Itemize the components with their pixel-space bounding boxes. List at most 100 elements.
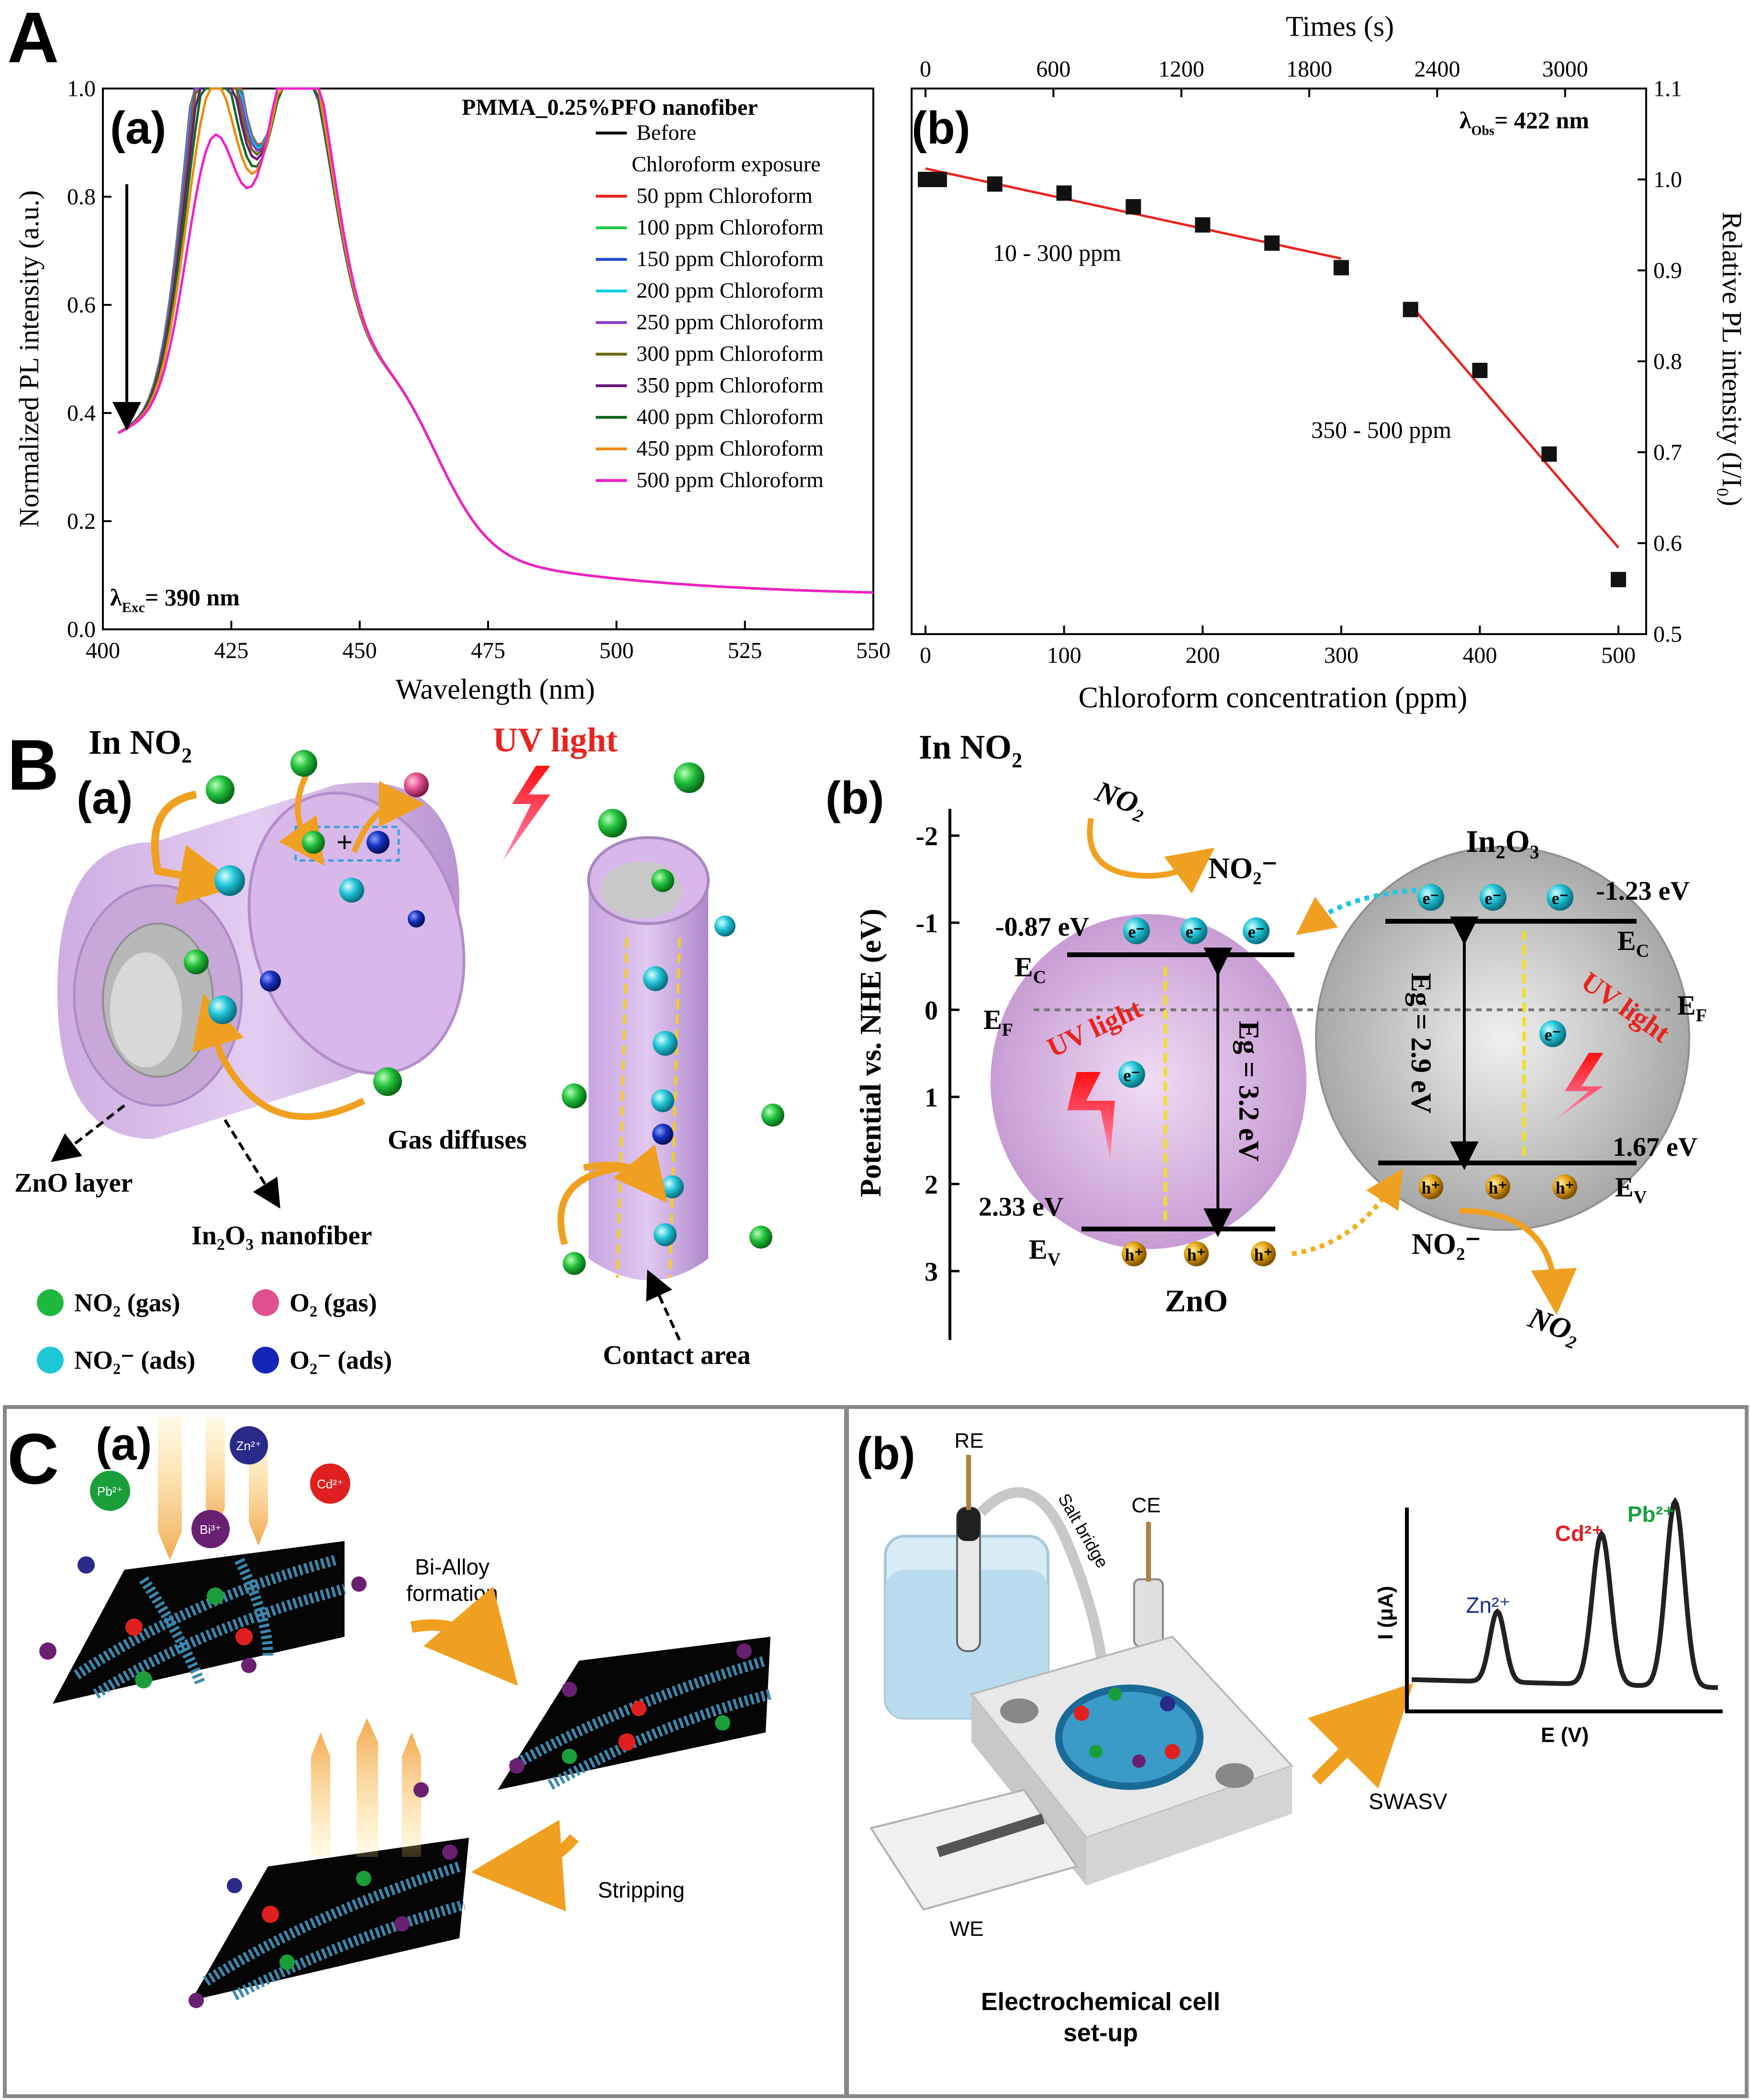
electron-label: e⁻ [1124,1066,1140,1085]
in2o3-ef-label: EF [1677,990,1707,1026]
electron-icon [1417,884,1444,911]
bi-ion [191,1510,230,1548]
peak-cd-label: Cd²⁺ [1555,1521,1604,1546]
electron-icon [1547,884,1573,911]
chart-a-a-exc-label: λExc= 390 nm [110,584,240,615]
curved-arrow-icon [351,781,425,853]
in2o3-pointer [223,1119,280,1209]
legend-label: 100 ppm Chloroform [636,215,824,239]
svg-text:λExc= 390 nm: λExc= 390 nm [110,584,240,615]
zno-ec-label: EC [1014,951,1046,987]
x-tick-label: 500 [599,638,634,663]
y-tick-label: -2 [915,822,938,851]
tube-molecules [562,869,784,1275]
no2-out-label: NO₂ [1524,1301,1585,1350]
x-tick-label: 525 [728,638,762,663]
curved-arrow-icon [557,1164,623,1245]
curved-arrow-icon [151,791,241,905]
hole-icon [1485,1174,1510,1199]
y-tick-label: 1.1 [1653,76,1682,101]
electron-label: e⁻ [1248,922,1265,941]
plus-icon: + [336,827,353,858]
data-point [1126,199,1141,214]
beam-up-2 [357,1718,378,1857]
legend-label: 50 ppm Chloroform [636,183,813,208]
y-tick-label: 3 [925,1257,938,1287]
data-point [1611,572,1627,587]
panel-letter-b: B [7,725,59,805]
fit-line [1409,304,1619,549]
top-tick-label: 0 [920,56,931,82]
in2o3-eg-label: Eg = 2.9 eV [1405,973,1437,1114]
top-tick-label: 3000 [1542,56,1588,82]
in2o3-zone [1315,846,1690,1231]
zno-label: ZnO [1165,1284,1228,1318]
b-a-zno-layer-label: ZnO layer [14,1168,133,1198]
hole-label: h⁺ [1555,1178,1574,1197]
chart-a-a-panel-label: (a) [110,102,166,154]
y-tick-label: 0.9 [1653,258,1682,283]
hole-label: h⁺ [1187,1245,1205,1264]
y-tick-label: 0.0 [67,617,96,642]
legend-label: NO₂ (gas) [74,1288,180,1317]
data-point [1541,446,1557,462]
svg-text:Zn²⁺: Zn²⁺ [236,1439,262,1453]
curved-arrow-icon [192,994,366,1120]
curved-arrow-icon [471,1820,579,1911]
chart-a-b-xlabel: Chloroform concentration (ppm) [1079,681,1468,714]
peak-pb-label: Pb²⁺ [1627,1502,1674,1527]
legend-label: NO₂⁻ (ads) [74,1346,195,1374]
in2o3-label: In₂O₃ [1466,824,1539,859]
inset-curve [1411,1497,1718,1690]
chart-a-a-x-ticks: 400 425 450 475 500 525 550 [86,621,891,663]
we-label: WE [950,1917,984,1941]
data-point [1472,363,1488,378]
curved-arrow-icon [410,1586,518,1686]
y-tick-label: 2 [925,1170,938,1200]
electron-label: e⁻ [1423,889,1439,908]
uv-bolt-icon [1067,1072,1115,1158]
hole-icon [1418,1174,1443,1199]
y-tick-label: 0.6 [1653,531,1682,556]
electrode-1 [53,1541,345,1704]
electron-label: e⁻ [1186,922,1203,941]
chart-a-a-legend: Before Chloroform exposure 50 ppm Chlorofo… [596,120,824,492]
chart-a-b-range1-label: 10 - 300 ppm [993,239,1121,266]
hole-icon [1552,1174,1577,1199]
curved-arrow-icon [583,1144,668,1203]
legend-swatch [252,1347,279,1374]
legend-swatch [37,1347,64,1374]
b-a-panel-label: (a) [77,772,133,824]
legend-label: 150 ppm Chloroform [636,246,824,271]
ce-label: CE [1131,1494,1160,1517]
chart-a-a-series [117,87,874,594]
zno-ev-value: 2.33 eV [979,1192,1063,1222]
b-a-contact-area-label: Contact area [603,1340,750,1370]
chart-a-a-legend-title: PMMA_0.25%PFO nanofiber [462,95,758,120]
electron-label: e⁻ [1485,889,1502,908]
in2o3-ec-value: -1.23 eV [1596,876,1690,906]
y-tick-label: 0.6 [67,292,96,318]
x-tick-label: 0 [920,643,931,668]
hole-label: h⁺ [1254,1245,1272,1264]
chart-a-b-x-ticks: 0 100 200 300 400 500 [920,626,1636,668]
y-tick-label: 1.0 [1653,167,1682,192]
bi-alloy-label: Bi-Alloy [415,1554,490,1579]
y-tick-label: 0.7 [1653,440,1682,465]
b-b-gas-title: In NO2 [919,728,1022,772]
chart-a-b-y-ticks: 0.5 0.6 0.7 0.8 0.9 1.0 1.1 [1638,76,1682,647]
uv-bolt-icon [1555,1053,1603,1120]
curved-arrow-icon [1307,1683,1414,1789]
hole-transfer-arrow [1292,1168,1403,1256]
legend-header: Chloroform exposure [632,152,821,176]
x-tick-label: 400 [86,638,120,663]
data-point [1056,185,1072,201]
curved-arrow-icon [1087,818,1215,894]
y-tick-label: 0.8 [1653,349,1682,374]
molecules [184,750,704,1096]
chart-a-b-ylabel: Relative PL intensity (I/I₀) [1717,212,1748,506]
zn-ion [230,1426,268,1464]
zno-ec-value: -0.87 eV [995,912,1089,942]
legend-label: 400 ppm Chloroform [636,404,824,429]
panel-c-a: (a) Pb²⁺ Zn²⁺ Bi³⁺ Cd²⁺ [3,1405,848,2098]
